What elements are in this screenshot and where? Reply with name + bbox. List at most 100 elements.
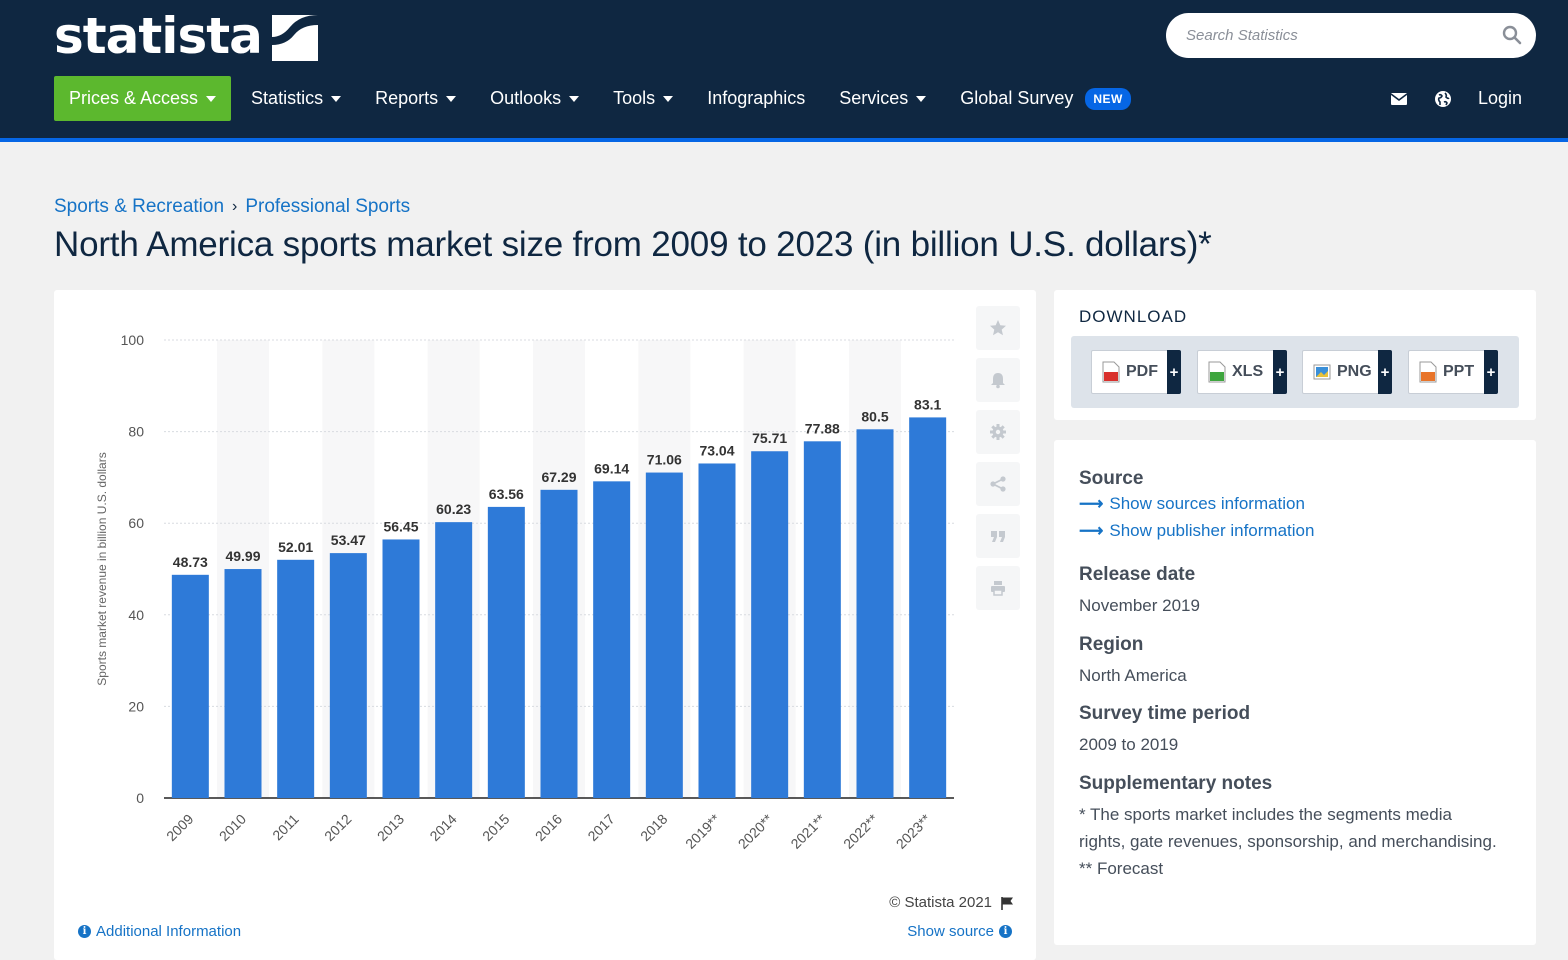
download-png-button[interactable]: PNG +	[1302, 350, 1392, 394]
source-title: Source	[1079, 468, 1144, 489]
release-title: Release date	[1079, 564, 1196, 585]
region-value: North America	[1079, 666, 1187, 685]
show-publisher-link[interactable]: ⟶ Show publisher information	[1079, 517, 1314, 544]
survey-value: 2009 to 2019	[1079, 735, 1179, 754]
region-title: Region	[1079, 634, 1144, 655]
nav-label: Services	[839, 88, 909, 108]
breadcrumb-professional-sports[interactable]: Professional Sports	[245, 196, 411, 217]
show-source-link[interactable]: Show source i	[907, 923, 1012, 940]
star-icon	[990, 320, 1006, 336]
settings-button[interactable]	[976, 410, 1020, 454]
y-tick-label: 80	[128, 424, 144, 440]
ppt-file-icon	[1419, 361, 1437, 383]
bar-value-label: 77.88	[805, 420, 840, 436]
nav-outlooks[interactable]: Outlooks	[490, 76, 580, 121]
show-source-label: Show source	[907, 923, 994, 940]
bar	[698, 463, 736, 798]
nav-reports[interactable]: Reports	[375, 76, 457, 121]
print-icon	[991, 581, 1005, 596]
notes-text: * The sports market includes the segment…	[1079, 805, 1497, 851]
top-header: statista Prices & Access Statistics Repo…	[0, 0, 1568, 138]
logo-text: statista	[54, 7, 263, 65]
nav-global-survey[interactable]: Global Survey NEW	[960, 76, 1131, 121]
arrow-right-icon: ⟶	[1079, 521, 1104, 540]
x-tick-label: 2017	[584, 811, 617, 844]
plus-icon: +	[1378, 350, 1392, 394]
x-tick-label: 2013	[374, 811, 407, 844]
show-sources-label: Show sources information	[1109, 494, 1305, 513]
nav-label: Statistics	[251, 88, 324, 108]
main-nav: Prices & Access Statistics Reports Outlo…	[54, 76, 1165, 121]
nav-prices-access[interactable]: Prices & Access	[54, 76, 232, 121]
download-card: DOWNLOAD PDF + XLS + PNG + PPT +	[1054, 290, 1536, 420]
x-tick-label: 2023**	[893, 810, 934, 851]
y-tick-label: 20	[128, 698, 144, 714]
download-label: XLS	[1232, 363, 1264, 380]
download-xls-button[interactable]: XLS +	[1197, 350, 1287, 394]
bar	[909, 417, 947, 798]
release-value: November 2019	[1079, 596, 1200, 615]
bar-value-label: 49.99	[225, 548, 260, 564]
share-button[interactable]	[976, 462, 1020, 506]
search-icon[interactable]	[1502, 25, 1522, 45]
bar	[435, 522, 473, 798]
bar-value-label: 73.04	[699, 442, 734, 458]
y-axis-label: Sports market revenue in billion U.S. do…	[95, 452, 109, 685]
search-box[interactable]	[1166, 13, 1536, 58]
bar	[277, 559, 315, 798]
bar	[329, 553, 367, 798]
bar	[751, 451, 789, 798]
x-tick-label: 2015	[479, 811, 512, 844]
search-input[interactable]	[1186, 13, 1486, 58]
flag-icon[interactable]	[1000, 896, 1014, 910]
nav-label: Infographics	[707, 88, 806, 108]
source-section: Source ⟶ Show sources information ⟶ Show…	[1079, 468, 1314, 544]
y-tick-label: 0	[136, 790, 144, 806]
notification-button[interactable]	[976, 358, 1020, 402]
breadcrumb-sports-recreation[interactable]: Sports & Recreation	[54, 196, 225, 217]
nav-label: Tools	[613, 88, 656, 108]
bar	[540, 489, 578, 798]
statista-logo[interactable]: statista	[54, 8, 318, 64]
additional-information-link[interactable]: i Additional Information	[78, 923, 241, 940]
show-sources-link[interactable]: ⟶ Show sources information	[1079, 490, 1314, 517]
bar	[224, 569, 262, 798]
caret-down-icon	[569, 95, 580, 102]
nav-label: Outlooks	[490, 88, 562, 108]
cite-button[interactable]	[976, 514, 1020, 558]
plus-icon: +	[1167, 350, 1181, 394]
x-tick-label: 2011	[269, 811, 302, 844]
x-tick-label: 2016	[532, 811, 565, 844]
bar	[171, 574, 209, 798]
login-link[interactable]: Login	[1477, 88, 1522, 108]
nav-label: Prices & Access	[69, 88, 199, 108]
pdf-file-icon	[1102, 361, 1120, 383]
favorite-button[interactable]	[976, 306, 1020, 350]
mail-icon[interactable]	[1390, 90, 1408, 108]
bar	[856, 429, 894, 798]
nav-services[interactable]: Services	[839, 76, 927, 121]
caret-down-icon	[916, 95, 927, 102]
release-section: Release date November 2019	[1079, 564, 1200, 619]
bar-value-label: 48.73	[173, 554, 208, 570]
bar-value-label: 52.01	[278, 539, 313, 555]
caret-down-icon	[206, 95, 217, 102]
globe-icon[interactable]	[1434, 90, 1452, 108]
copyright-text: © Statista 2021	[889, 894, 992, 911]
png-file-icon	[1313, 364, 1331, 380]
nav-tools[interactable]: Tools	[613, 76, 674, 121]
x-tick-label: 2012	[321, 811, 354, 844]
nav-infographics[interactable]: Infographics	[707, 76, 805, 121]
caret-down-icon	[331, 95, 342, 102]
nav-statistics[interactable]: Statistics	[251, 76, 342, 121]
print-button[interactable]	[976, 566, 1020, 610]
arrow-right-icon: ⟶	[1079, 494, 1104, 513]
download-pdf-button[interactable]: PDF +	[1091, 350, 1181, 394]
y-tick-label: 100	[121, 332, 145, 348]
new-badge: NEW	[1085, 87, 1131, 110]
download-label: PPT	[1443, 363, 1475, 380]
download-ppt-button[interactable]: PPT +	[1408, 350, 1498, 394]
caret-down-icon	[663, 95, 674, 102]
bell-icon	[991, 373, 1005, 389]
show-publisher-label: Show publisher information	[1109, 521, 1315, 540]
